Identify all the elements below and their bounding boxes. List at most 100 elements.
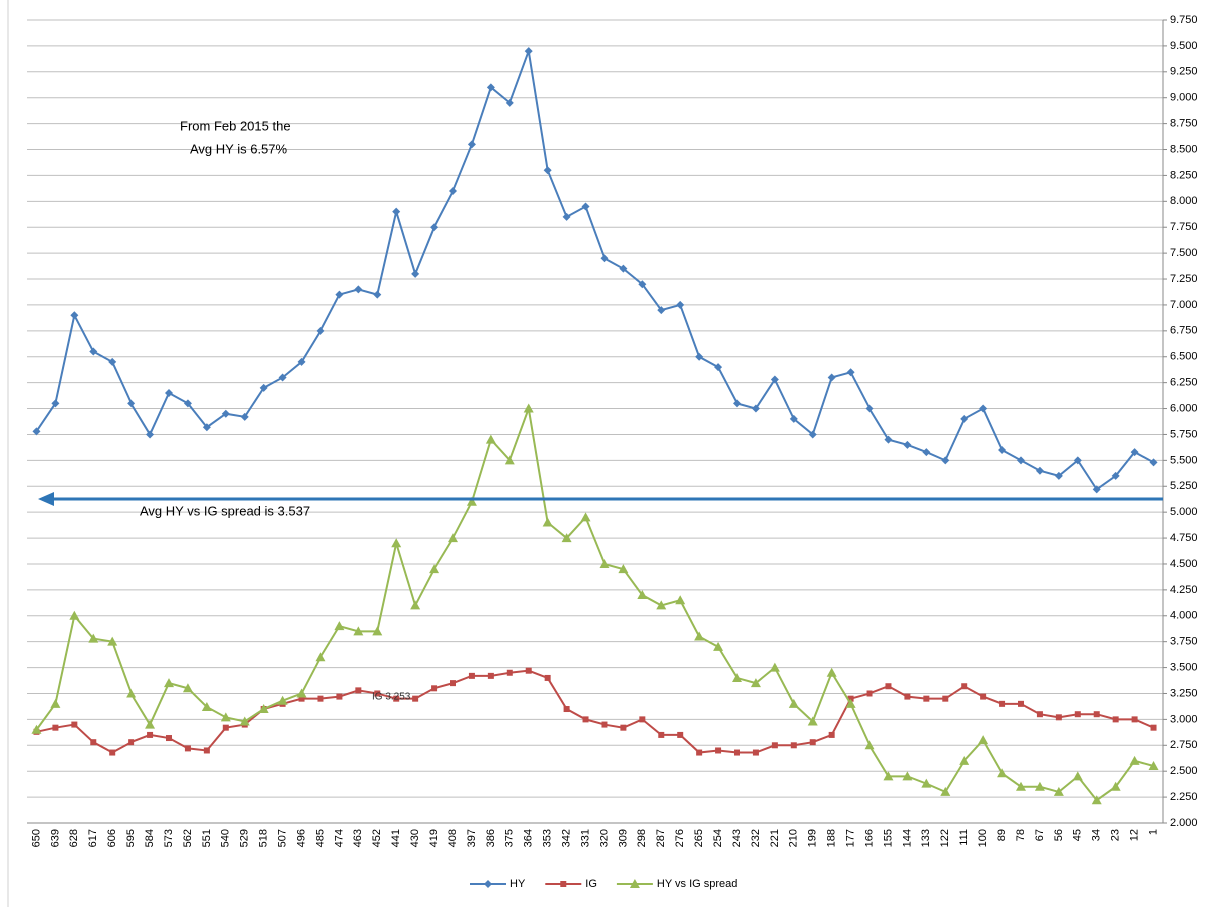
marker xyxy=(942,695,949,702)
marker xyxy=(450,680,456,687)
marker xyxy=(582,716,589,723)
marker xyxy=(505,98,514,107)
y-tick-label: 7.500 xyxy=(1170,247,1198,259)
marker xyxy=(695,352,704,361)
marker xyxy=(618,564,629,574)
x-tick-label: 617 xyxy=(87,829,99,847)
marker xyxy=(355,687,362,694)
marker xyxy=(542,517,553,527)
marker xyxy=(979,404,988,413)
grid: 2.000 2.250 2.500 2.750 3.000 3.250 3.500 3.750… xyxy=(27,14,1198,847)
y-tick-label: 5.000 xyxy=(1170,506,1198,518)
marker xyxy=(88,633,99,643)
x-tick-label: 375 xyxy=(504,829,516,847)
marker xyxy=(978,735,989,745)
legend-label: HY xyxy=(510,878,526,890)
y-tick-label: 3.000 xyxy=(1170,713,1198,725)
x-tick-label: 45 xyxy=(1072,829,1084,841)
marker xyxy=(959,755,970,765)
marker xyxy=(466,496,477,506)
marker xyxy=(656,600,667,610)
marker xyxy=(70,311,79,320)
marker xyxy=(410,600,421,610)
marker xyxy=(128,739,135,746)
marker xyxy=(770,375,779,384)
marker xyxy=(391,538,402,548)
marker xyxy=(903,440,912,449)
marker xyxy=(658,731,665,738)
marker xyxy=(846,368,855,377)
marker xyxy=(147,731,154,738)
marker xyxy=(961,683,968,690)
y-tick-label: 5.500 xyxy=(1170,454,1198,466)
marker xyxy=(51,399,60,408)
marker xyxy=(373,290,382,299)
marker xyxy=(1091,795,1102,805)
marker xyxy=(1129,755,1140,765)
marker xyxy=(845,698,856,708)
marker xyxy=(902,771,913,781)
y-tick-label: 7.750 xyxy=(1170,221,1198,233)
x-tick-label: 397 xyxy=(466,829,478,847)
series-line xyxy=(36,669,1154,754)
marker xyxy=(1093,711,1100,718)
marker xyxy=(50,698,61,708)
marker xyxy=(543,166,552,175)
marker xyxy=(523,403,534,413)
y-tick-label: 2.000 xyxy=(1170,817,1198,829)
marker xyxy=(637,590,648,600)
marker xyxy=(486,83,495,92)
marker xyxy=(998,445,1007,454)
marker xyxy=(1130,448,1139,457)
marker xyxy=(657,306,666,315)
marker xyxy=(639,716,646,723)
series-line xyxy=(35,47,1155,491)
legend-label: HY vs IG spread xyxy=(657,878,738,890)
marker xyxy=(393,695,400,702)
marker xyxy=(997,768,1008,778)
marker xyxy=(561,533,572,543)
marker xyxy=(715,747,722,754)
arrow-head xyxy=(38,492,54,506)
marker xyxy=(32,427,41,436)
marker xyxy=(619,264,628,273)
x-tick-label: 529 xyxy=(239,829,251,847)
x-tick-label: 177 xyxy=(845,829,857,847)
marker xyxy=(734,749,740,756)
marker xyxy=(374,690,381,697)
y-tick-label: 6.250 xyxy=(1170,377,1198,389)
marker xyxy=(563,706,570,713)
x-tick-label: 441 xyxy=(390,829,402,847)
marker xyxy=(807,716,818,726)
marker xyxy=(429,564,440,574)
x-tick-label: 12 xyxy=(1129,829,1141,841)
marker xyxy=(449,186,457,195)
marker xyxy=(581,202,590,211)
marker xyxy=(31,724,42,734)
marker xyxy=(222,724,229,731)
marker xyxy=(620,724,627,731)
marker xyxy=(922,448,931,457)
marker xyxy=(638,280,647,289)
x-tick-label: 287 xyxy=(655,829,667,847)
marker xyxy=(999,700,1006,707)
x-tick-label: 23 xyxy=(1110,829,1122,841)
marker xyxy=(1073,456,1082,465)
marker xyxy=(904,693,911,700)
marker xyxy=(1074,711,1081,718)
marker xyxy=(1110,781,1121,791)
x-tick-label: 551 xyxy=(201,829,213,847)
marker xyxy=(165,389,173,398)
marker xyxy=(676,300,685,309)
marker xyxy=(354,285,363,294)
x-tick-label: 408 xyxy=(447,829,459,847)
x-tick-label: 639 xyxy=(49,829,61,847)
marker xyxy=(127,399,136,408)
y-tick-label: 2.250 xyxy=(1170,791,1198,803)
series-line xyxy=(35,404,1154,802)
marker xyxy=(751,404,760,413)
marker xyxy=(109,749,116,756)
marker xyxy=(184,745,191,752)
x-tick-label: 386 xyxy=(485,829,497,847)
y-tick-label: 9.250 xyxy=(1170,66,1198,78)
